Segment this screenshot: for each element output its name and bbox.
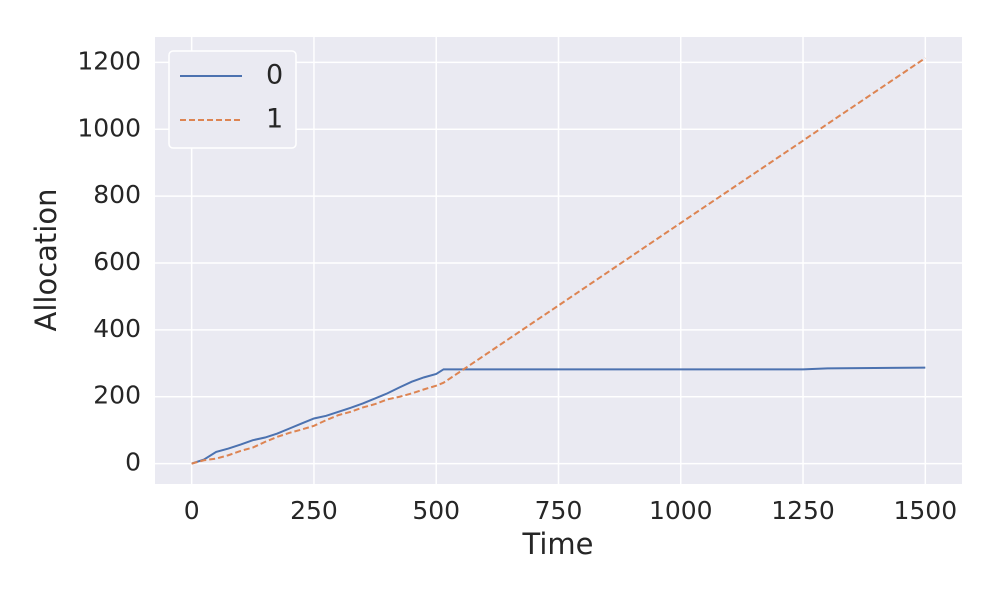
y-tick-label: 1200 bbox=[77, 46, 141, 75]
y-tick-label: 400 bbox=[93, 314, 141, 343]
x-tick-label: 1250 bbox=[771, 496, 835, 525]
y-tick-label: 1000 bbox=[77, 113, 141, 142]
x-tick-label: 750 bbox=[535, 496, 583, 525]
x-tick-label: 250 bbox=[290, 496, 338, 525]
y-tick-label: 0 bbox=[125, 448, 141, 477]
y-tick-label: 600 bbox=[93, 247, 141, 276]
y-tick-label: 800 bbox=[93, 180, 141, 209]
line-series bbox=[191, 366, 926, 465]
x-axis-label: Time bbox=[522, 527, 594, 561]
x-tick-label: 1500 bbox=[894, 496, 958, 525]
y-axis-label: Allocation bbox=[29, 189, 63, 332]
y-tick-label: 200 bbox=[93, 381, 141, 410]
line-series bbox=[191, 57, 926, 465]
x-tick-label: 500 bbox=[412, 496, 460, 525]
x-tick-label: 1000 bbox=[649, 496, 713, 525]
x-tick-label: 0 bbox=[184, 496, 200, 525]
legend-label: 1 bbox=[266, 104, 283, 135]
legend-label: 0 bbox=[266, 60, 283, 91]
